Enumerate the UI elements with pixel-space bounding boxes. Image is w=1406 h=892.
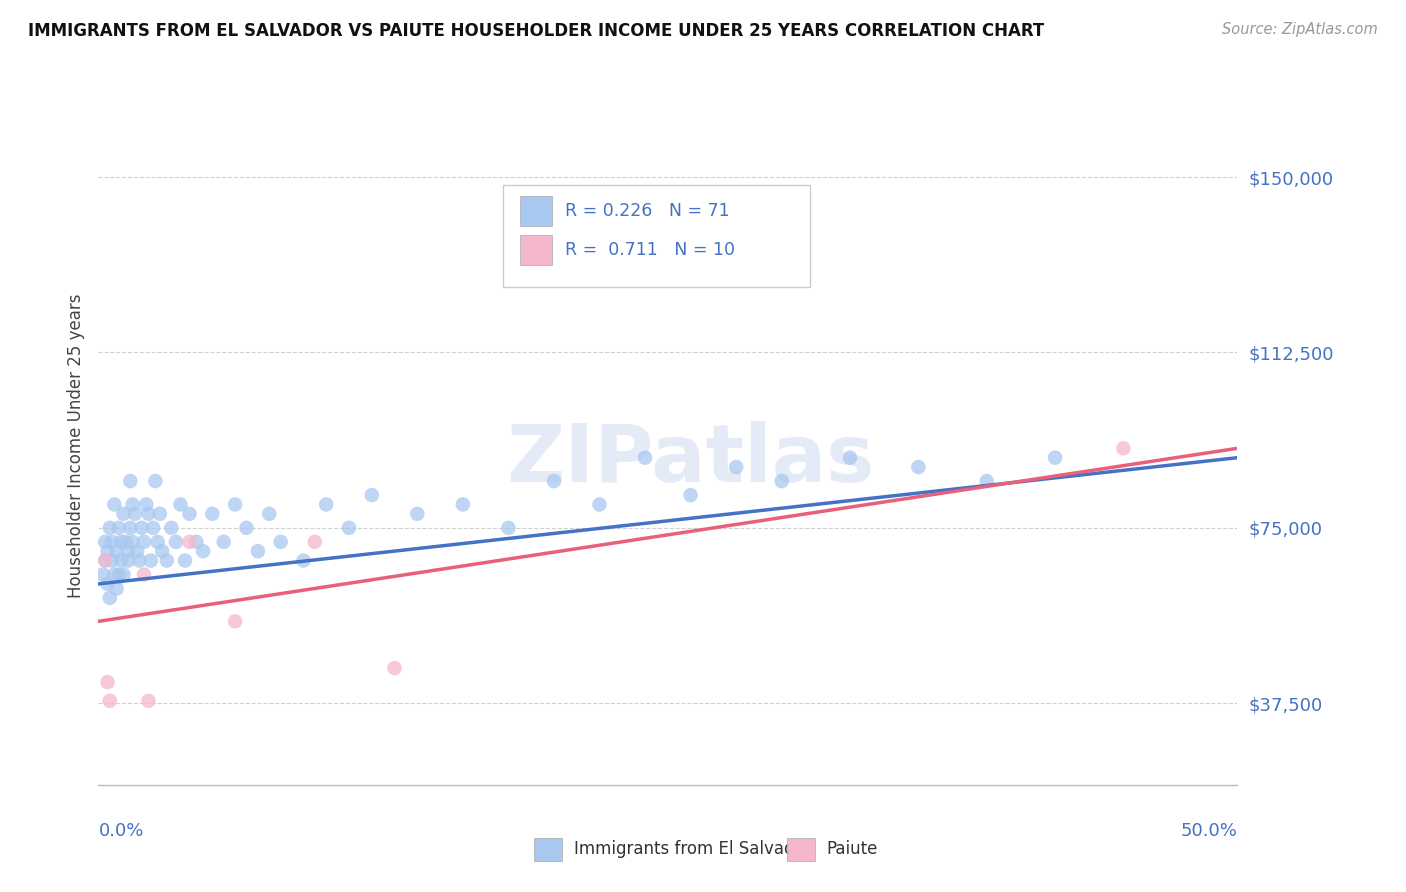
Point: [112, 567, 135, 582]
Point: [259, 507, 281, 521]
Point: [160, 521, 183, 535]
Text: Immigrants from El Salvador: Immigrants from El Salvador: [574, 840, 811, 858]
Point: [235, 521, 257, 535]
Point: [94, 553, 117, 567]
Point: [103, 498, 125, 512]
Point: [108, 521, 131, 535]
Point: [120, 474, 142, 488]
FancyBboxPatch shape: [503, 185, 810, 286]
Point: [360, 488, 382, 502]
Text: Paiute: Paiute: [827, 840, 879, 858]
Point: [337, 521, 360, 535]
Point: [270, 534, 292, 549]
Point: [145, 474, 167, 488]
Y-axis label: Householder Income Under 25 years: Householder Income Under 25 years: [66, 293, 84, 599]
Point: [179, 534, 201, 549]
Point: [406, 507, 429, 521]
Point: [304, 534, 326, 549]
Text: 0.0%: 0.0%: [98, 822, 143, 840]
Point: [315, 498, 337, 512]
Point: [98, 591, 121, 605]
FancyBboxPatch shape: [520, 235, 551, 265]
Point: [543, 474, 565, 488]
Point: [1043, 450, 1066, 465]
Point: [770, 474, 793, 488]
Point: [101, 534, 124, 549]
Point: [246, 544, 269, 558]
Point: [498, 521, 520, 535]
Point: [103, 567, 125, 582]
Text: R = 0.226   N = 71: R = 0.226 N = 71: [565, 202, 730, 219]
Text: IMMIGRANTS FROM EL SALVADOR VS PAIUTE HOUSEHOLDER INCOME UNDER 25 YEARS CORRELAT: IMMIGRANTS FROM EL SALVADOR VS PAIUTE HO…: [28, 22, 1045, 40]
Point: [212, 534, 235, 549]
Point: [98, 694, 121, 708]
Text: R =  0.711   N = 10: R = 0.711 N = 10: [565, 241, 735, 259]
Point: [94, 553, 117, 567]
Text: Source: ZipAtlas.com: Source: ZipAtlas.com: [1222, 22, 1378, 37]
Point: [94, 534, 117, 549]
Point: [117, 553, 139, 567]
Point: [224, 615, 246, 629]
Point: [108, 567, 131, 582]
Point: [105, 544, 128, 558]
Point: [156, 553, 179, 567]
Point: [588, 498, 610, 512]
Point: [132, 534, 155, 549]
Point: [139, 553, 162, 567]
Point: [839, 450, 862, 465]
Point: [120, 521, 142, 535]
Point: [292, 553, 315, 567]
Point: [121, 498, 143, 512]
Point: [96, 675, 118, 690]
Point: [634, 450, 657, 465]
Point: [146, 534, 169, 549]
Point: [179, 507, 201, 521]
Point: [142, 521, 165, 535]
Point: [105, 582, 128, 596]
Point: [169, 498, 191, 512]
Point: [679, 488, 702, 502]
Point: [127, 544, 149, 558]
Point: [451, 498, 474, 512]
Point: [174, 553, 197, 567]
Point: [149, 507, 172, 521]
Point: [96, 544, 118, 558]
Point: [101, 553, 124, 567]
Point: [165, 534, 187, 549]
Point: [138, 507, 160, 521]
Point: [112, 507, 135, 521]
Point: [725, 460, 748, 475]
Point: [976, 474, 998, 488]
Point: [131, 521, 153, 535]
Point: [186, 534, 208, 549]
Point: [132, 567, 155, 582]
Point: [150, 544, 173, 558]
Point: [201, 507, 224, 521]
Point: [96, 577, 118, 591]
Point: [907, 460, 929, 475]
Point: [110, 553, 132, 567]
Point: [384, 661, 406, 675]
FancyBboxPatch shape: [520, 195, 551, 226]
Point: [121, 534, 143, 549]
Point: [138, 694, 160, 708]
Point: [135, 498, 157, 512]
Text: ZIPatlas: ZIPatlas: [506, 420, 875, 499]
Point: [91, 567, 114, 582]
Point: [128, 553, 150, 567]
Point: [193, 544, 215, 558]
Point: [98, 521, 121, 535]
Point: [124, 507, 146, 521]
Point: [224, 498, 246, 512]
Point: [114, 534, 136, 549]
Point: [110, 534, 132, 549]
Text: 50.0%: 50.0%: [1181, 822, 1237, 840]
Point: [1112, 442, 1135, 456]
Point: [117, 544, 139, 558]
